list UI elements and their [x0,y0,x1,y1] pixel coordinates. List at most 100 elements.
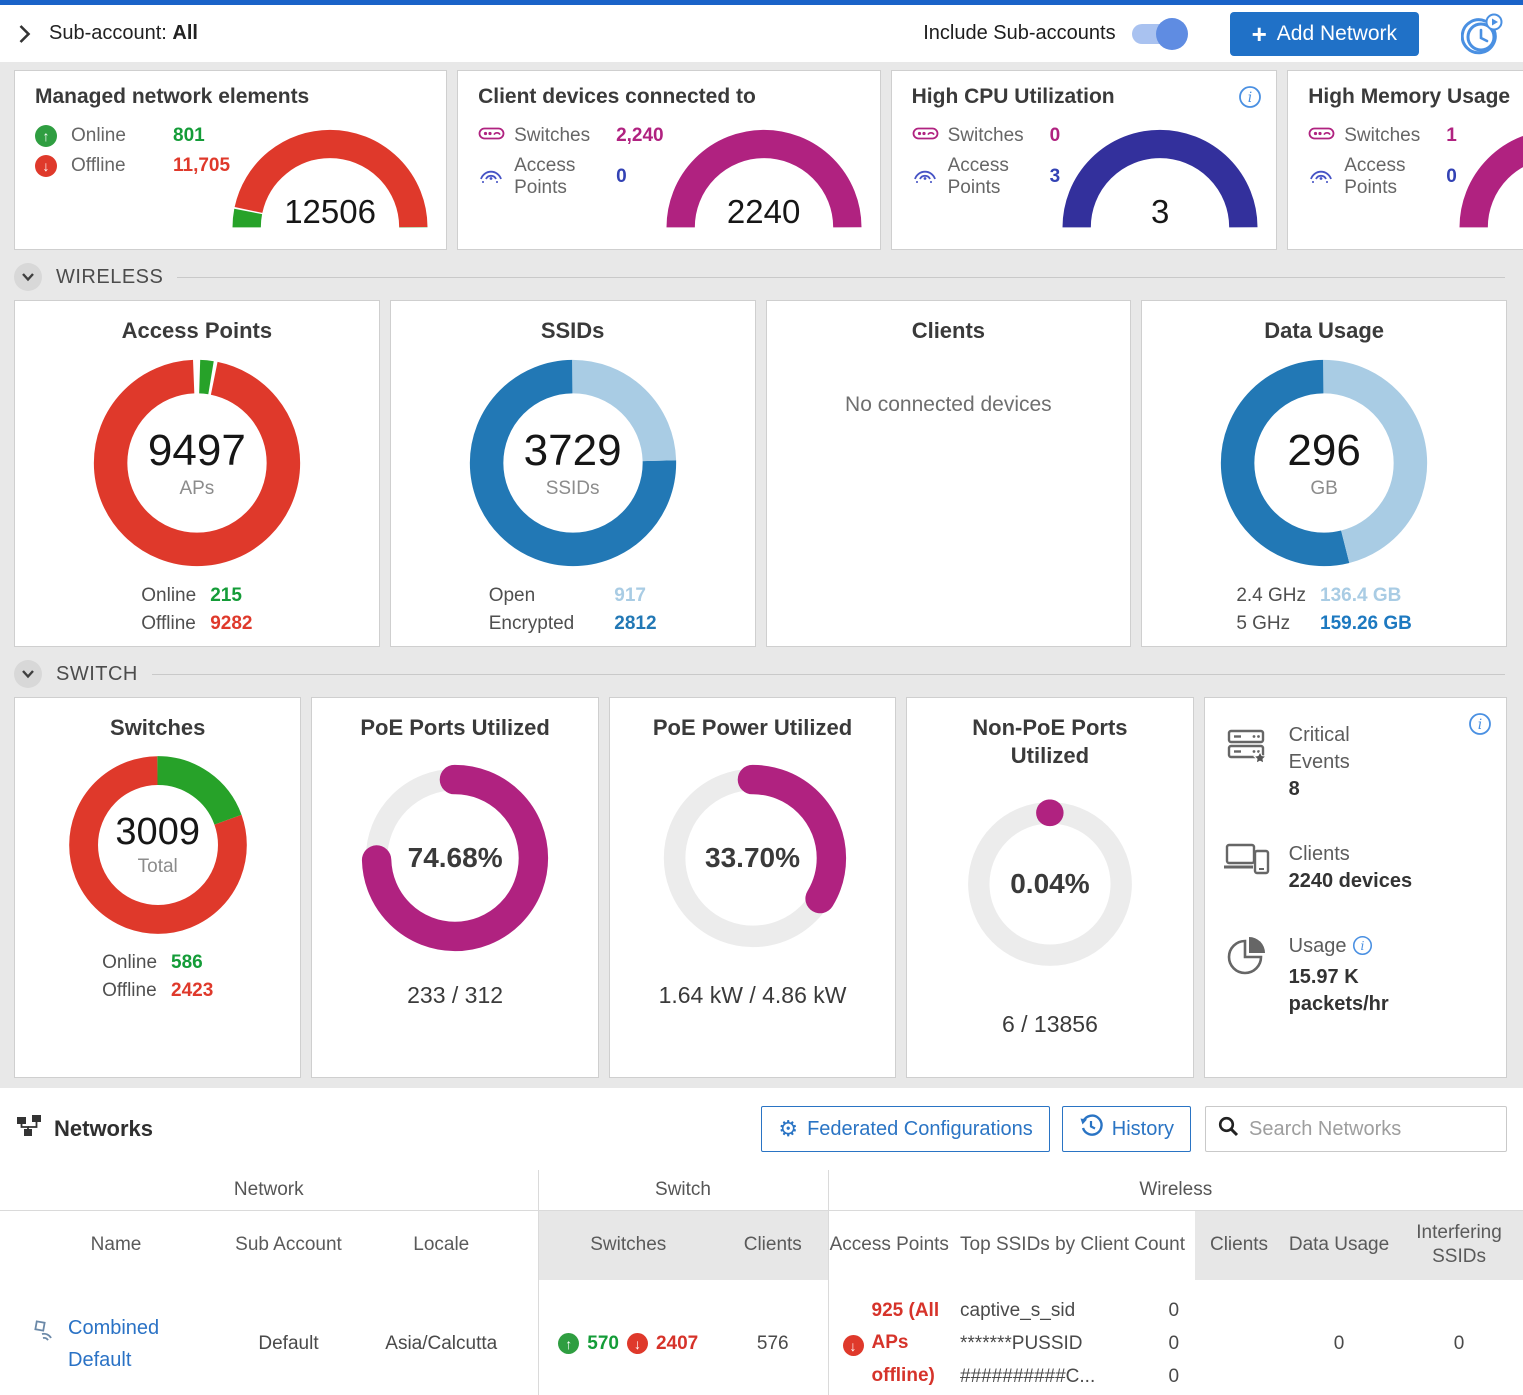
stat-value: 2240 devices [1288,870,1413,892]
column-header-switch-clients[interactable]: Clients [718,1210,829,1280]
legend-value: 2423 [171,979,214,1001]
toggle-knob [1155,17,1188,50]
cell-name: Combined Default [0,1280,232,1395]
poe-ports-gauge: 74.68% [357,760,553,956]
top-bar: Sub-account: All Include Sub-accounts + … [0,0,1523,62]
access-point-icon [1308,164,1338,189]
search-networks-box [1205,1106,1507,1152]
legend-label: 2.4 GHz [1236,584,1307,606]
plus-icon: + [1251,18,1267,49]
server-star-icon [1223,722,1271,803]
networks-table: Network Switch Wireless Name Sub Account… [0,1170,1523,1395]
stat-label: Critical Events [1288,724,1350,773]
legend-value: 917 [614,584,646,606]
cell-access-points: ↓ 925 (All APs offline) [827,1280,951,1395]
column-header-access-points[interactable]: Access Points [827,1210,951,1280]
card-title: Managed network elements [35,85,310,108]
access-point-icon [478,164,508,189]
card-ssids: SSIDs 3729 SSIDs Open 917 Encrypted 2812 [389,300,756,647]
info-icon[interactable]: i [1238,85,1262,114]
networks-toolbar: Networks ⚙ Federated Configurations Hist… [0,1088,1523,1170]
chevron-right-icon[interactable] [18,24,31,44]
column-header-switches[interactable]: Switches [537,1210,719,1280]
usage-stat: Usage i 15.97 K packets/hr [1223,933,1488,1018]
table-row: Combined Default Default Asia/Calcutta ↑… [0,1280,1523,1395]
half-gauge: 1 [1457,127,1523,231]
switch-icon [478,125,508,147]
column-header-wireless-clients[interactable]: Clients [1195,1210,1284,1280]
switch-card-row: Switches 3009 Total Online 586 Offline 2… [14,697,1508,1078]
poe-power-gauge: 33.70% [655,760,851,956]
card-managed-network-elements: Managed network elements ↑ Online 801 ↓ … [14,70,448,250]
column-header-data-usage[interactable]: Data Usage [1283,1210,1396,1280]
legend-label: Switches [514,125,591,147]
column-header-interfering-ssids[interactable]: Interfering SSIDs [1395,1210,1523,1280]
search-networks-input[interactable] [1249,1117,1494,1141]
info-icon[interactable]: i [1352,935,1373,964]
card-access-points: Access Points 9497 APs Online 215 Offlin… [14,300,380,647]
card-title: Non-PoE Ports Utilized [972,715,1128,768]
federated-configurations-button[interactable]: ⚙ Federated Configurations [761,1106,1050,1152]
section-title: SWITCH [56,662,138,685]
data-usage-donut: 296 GB [1216,355,1432,571]
ssid-row: captive_s_sid 0 [960,1300,1180,1321]
donut-center-value: 3009 [115,811,200,853]
clients-stat: Clients 2240 devices [1223,841,1488,895]
half-gauge: 12506 [230,127,430,231]
pie-chart-icon [1223,933,1271,1018]
card-switch-stats: i Critical Events 8 [1203,697,1508,1078]
card-title: Access Points [121,318,273,343]
history-button[interactable]: History [1061,1106,1191,1152]
legend-value: 586 [171,951,203,973]
gear-icon: ⚙ [778,1116,799,1141]
legend-label: Encrypted [488,612,575,634]
arrow-down-circle-icon: ↓ [35,155,57,177]
subaccount-label: Sub-account: [49,22,167,44]
half-gauge: 3 [1060,127,1260,231]
gauge-percent: 74.68% [407,841,503,873]
card-title: Client devices connected to [478,85,756,108]
group-header-wireless: Wireless [827,1170,1523,1211]
info-icon[interactable]: i [1468,712,1492,741]
legend-label: Offline [71,155,126,177]
card-poe-power: PoE Power Utilized 33.70% 1.64 kW / 4.86… [608,697,897,1078]
card-wireless-clients: Clients No connected devices [765,300,1132,647]
cell-data-usage: 0 [1333,1332,1345,1354]
column-header-sub-account[interactable]: Sub Account [232,1210,345,1280]
add-network-button[interactable]: + Add Network [1229,11,1419,56]
half-gauge: 2240 [664,127,864,231]
gauge-value: 3 [1151,193,1170,230]
summary-card-row: Managed network elements ↑ Online 801 ↓ … [14,70,1523,250]
stat-value: 8 [1288,778,1300,800]
legend-label: Access Points [1344,155,1406,198]
legend-label: Access Points [514,155,576,198]
legend-value: 159.26 GB [1320,612,1412,634]
network-name-link[interactable]: Combined Default [68,1316,160,1371]
card-title: High Memory Usage [1308,85,1511,108]
stat-label: Usage i [1289,933,1399,964]
legend-label: 5 GHz [1236,612,1291,634]
column-header-name[interactable]: Name [0,1210,232,1280]
column-header-locale[interactable]: Locale [345,1210,539,1280]
donut-center-sub: SSIDs [545,477,600,499]
card-data-usage: Data Usage 296 GB 2.4 GHz 136.4 GB 5 GHz… [1141,300,1507,647]
switch-icon [1308,125,1338,147]
include-subaccounts-toggle[interactable] [1131,17,1188,50]
arrow-up-circle-icon: ↑ [35,125,57,147]
legend-value: 136.4 GB [1320,584,1402,606]
card-title: Data Usage [1264,318,1385,343]
collapse-chevron-icon[interactable] [14,660,42,688]
collapse-chevron-icon[interactable] [14,263,42,291]
column-header-top-ssids[interactable]: Top SSIDs by Client Count [950,1210,1196,1280]
legend-label: Switches [1344,125,1421,147]
svg-text:i: i [1248,90,1252,106]
switch-section-header: SWITCH [14,659,1505,689]
legend-value: 0 [616,165,627,187]
combined-network-icon [34,1319,56,1348]
card-title: Clients [911,318,986,343]
refresh-timer-icon[interactable] [1461,13,1503,55]
search-icon [1218,1116,1239,1142]
section-title: WIRELESS [56,265,164,288]
add-network-label: Add Network [1276,21,1397,45]
section-divider [177,276,1505,278]
